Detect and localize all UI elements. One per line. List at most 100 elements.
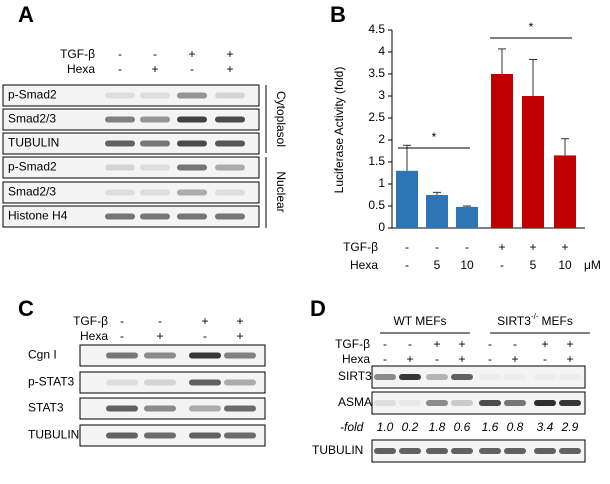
band [374, 400, 396, 406]
band [224, 379, 256, 386]
band [224, 352, 256, 359]
row-label: Smad2/3 [8, 185, 56, 199]
blot-frame [371, 439, 586, 463]
fold-value: 0.6 [454, 420, 471, 434]
band [559, 374, 581, 380]
treatment-sign: - [118, 62, 122, 76]
fraction-label: Cytoplasol [274, 91, 288, 147]
y-tick-label: 2.5 [368, 110, 385, 124]
band [105, 140, 135, 147]
band [479, 400, 501, 406]
band [177, 116, 207, 123]
band [215, 116, 245, 123]
y-tick-label: 1.5 [368, 154, 385, 168]
band [399, 374, 421, 380]
band [215, 213, 245, 220]
band [224, 405, 256, 412]
band [140, 116, 170, 123]
treatment-sign: + [226, 47, 233, 61]
fold-label: -fold [340, 420, 364, 434]
treatment-sign: - [488, 352, 492, 366]
band [224, 432, 256, 439]
band [140, 164, 170, 171]
fold-value: 0.8 [507, 420, 524, 434]
band [451, 448, 473, 454]
y-tick-label: 4.5 [368, 22, 385, 36]
treatment-sign: - [488, 337, 492, 351]
treatment-sign: + [458, 337, 465, 351]
band [105, 213, 135, 220]
band [215, 140, 245, 147]
header-label: Hexa [80, 329, 108, 343]
treatment-sign: - [435, 352, 439, 366]
x-tick-label: - [465, 240, 469, 254]
treatment-sign: - [543, 352, 547, 366]
y-tick-label: 0.5 [368, 198, 385, 212]
band [479, 448, 501, 454]
treatment-sign: + [151, 62, 158, 76]
bar [396, 170, 418, 228]
y-tick-label: 2 [378, 132, 385, 146]
bar [456, 206, 478, 228]
row-label: ASMA [338, 395, 372, 409]
band [144, 432, 176, 439]
blot-frame [371, 391, 586, 415]
band [140, 92, 170, 99]
fold-value: 2.9 [561, 420, 579, 434]
treatment-sign: - [408, 337, 412, 351]
x-tick-label: + [529, 240, 536, 254]
band [144, 379, 176, 386]
band [105, 116, 135, 123]
treatment-sign: - [203, 329, 207, 343]
blot-frame [371, 365, 586, 389]
fold-value: 1.8 [429, 420, 446, 434]
superscript: -/- [531, 312, 539, 321]
group-label: WT MEFs [393, 314, 446, 328]
panel-letter: A [18, 2, 34, 27]
row-label: p-STAT3 [28, 375, 75, 389]
band [374, 374, 396, 380]
band [144, 352, 176, 359]
band [534, 400, 556, 406]
x-tick-label: - [435, 240, 439, 254]
panel-letter: C [18, 296, 34, 321]
fold-value: 3.4 [537, 420, 554, 434]
treatment-sign: - [383, 352, 387, 366]
treatment-sign: + [188, 47, 195, 61]
band [177, 213, 207, 220]
treatment-sign: - [158, 314, 162, 328]
x-tick-label: 10 [558, 258, 572, 272]
significance-label: * [529, 20, 534, 34]
band [479, 374, 501, 380]
treatment-sign: + [541, 337, 548, 351]
band [105, 189, 135, 196]
x-tick-label: + [498, 240, 505, 254]
band [215, 92, 245, 99]
band [189, 432, 221, 439]
group-name: SIRT3 [497, 314, 531, 328]
band [140, 140, 170, 147]
band [106, 432, 138, 439]
row-label: Smad2/3 [8, 112, 56, 126]
header-label: TGF-β [60, 47, 95, 61]
band [534, 448, 556, 454]
treatment-sign: + [566, 352, 573, 366]
bar [554, 155, 576, 228]
fold-value: 1.0 [377, 420, 394, 434]
header-label: TGF-β [73, 314, 108, 328]
band [106, 379, 138, 386]
x-tick-label: - [405, 258, 409, 272]
band [189, 352, 221, 359]
band [140, 213, 170, 220]
treatment-sign: - [383, 337, 387, 351]
band [399, 400, 421, 406]
band [451, 374, 473, 380]
band [215, 164, 245, 171]
category-row-label: TGF-β [343, 240, 378, 254]
x-tick-label: 5 [434, 258, 441, 272]
band [189, 405, 221, 412]
band [504, 400, 526, 406]
band [451, 400, 473, 406]
panel-letter: D [310, 296, 326, 321]
band [105, 92, 135, 99]
